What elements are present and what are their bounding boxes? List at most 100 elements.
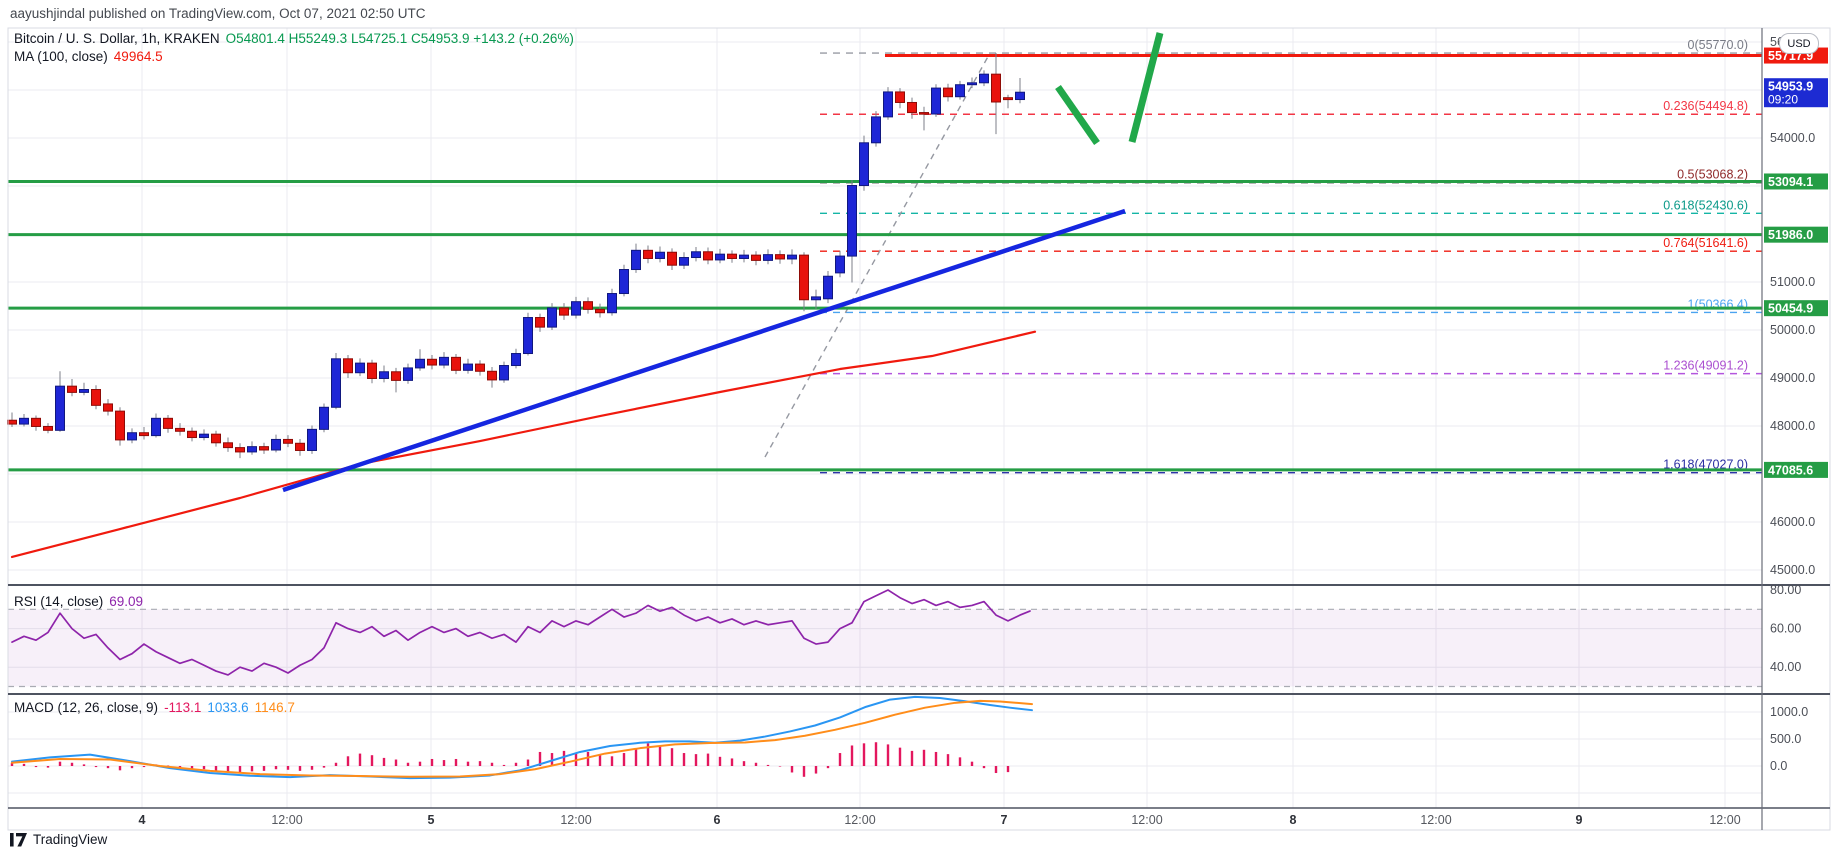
price-axis[interactable]: 56000.054000.051000.050000.049000.048000… (1770, 35, 1815, 773)
svg-text:50454.9: 50454.9 (1768, 302, 1813, 316)
candle-up (859, 142, 869, 187)
macd-signal-value: 1146.7 (254, 700, 295, 715)
candle-down (799, 254, 809, 301)
svg-text:12:00: 12:00 (560, 813, 591, 827)
candle-up (79, 389, 89, 393)
green-arrow-drawings[interactable] (1055, 32, 1164, 145)
macd-line-value: 1033.6 (207, 700, 249, 715)
candle-down (115, 410, 125, 441)
candle-up (439, 356, 449, 366)
candle-up (691, 251, 701, 259)
candle-down (451, 356, 461, 371)
candle-up (499, 365, 509, 381)
candle-up (415, 358, 425, 369)
macd-signal-line (11, 699, 1033, 778)
macd-line (11, 695, 1033, 780)
svg-text:4: 4 (139, 813, 146, 827)
support-lines (8, 179, 1762, 472)
svg-text:12:00: 12:00 (1709, 813, 1740, 827)
candle-down (895, 91, 905, 103)
rsi-legend[interactable]: RSI (14, close) 69.09 (14, 594, 143, 609)
rsi-line (11, 589, 1031, 676)
attribution-text: aayushjindal published on TradingView.co… (10, 6, 426, 21)
candle-down (595, 308, 605, 314)
candle-up (955, 84, 965, 98)
candle-up (331, 358, 341, 408)
macd-legend[interactable]: MACD (12, 26, close, 9) -113.1 1033.6 1146.… (14, 700, 295, 715)
tradingview-footer[interactable]: TradingView (10, 832, 107, 847)
tradingview-logo-text: TradingView (33, 832, 108, 847)
candle-up (871, 116, 881, 144)
candle-down (727, 253, 737, 259)
candle-up (571, 301, 581, 316)
candle-up (979, 73, 989, 84)
svg-text:50000.0: 50000.0 (1770, 323, 1815, 337)
candle-up (319, 406, 329, 430)
candle-down (139, 432, 149, 437)
svg-text:09:20: 09:20 (1768, 93, 1798, 107)
candle-down (223, 442, 233, 449)
svg-text:46000.0: 46000.0 (1770, 515, 1815, 529)
candle-up (655, 251, 665, 259)
candle-up (787, 254, 797, 260)
candle-up (715, 253, 725, 261)
candle-down (175, 427, 185, 432)
candle-down (343, 358, 353, 374)
current-price-label: 54953.909:20 (1764, 78, 1828, 108)
svg-text:12:00: 12:00 (844, 813, 875, 827)
candle-down (583, 301, 593, 310)
svg-text:7: 7 (1001, 813, 1008, 827)
macd-hist-value: -113.1 (164, 700, 202, 715)
candlestick-series (7, 53, 1025, 459)
svg-text:80.00: 80.00 (1770, 583, 1801, 597)
svg-text:1000.0: 1000.0 (1770, 705, 1808, 719)
tradingview-logo-icon (10, 832, 27, 846)
support-price-label: 51986.0 (1764, 226, 1828, 243)
candle-up (883, 91, 893, 118)
svg-text:9: 9 (1576, 813, 1583, 827)
svg-text:45000.0: 45000.0 (1770, 563, 1815, 577)
symbol-legend[interactable]: Bitcoin / U. S. Dollar, 1h, KRAKEN O54801… (14, 31, 574, 46)
candle-up (619, 269, 629, 295)
trendline[interactable] (282, 208, 1126, 493)
grid-lines (8, 28, 1762, 808)
candle-down (235, 447, 245, 453)
candle-down (283, 438, 293, 444)
candle-up (679, 257, 689, 266)
candle-down (427, 358, 437, 366)
candle-down (67, 385, 77, 393)
candle-down (643, 249, 653, 259)
candle-up (19, 417, 29, 425)
svg-text:60.00: 60.00 (1770, 622, 1801, 636)
candle-down (487, 370, 497, 381)
svg-text:40.00: 40.00 (1770, 660, 1801, 674)
candle-down (187, 430, 197, 439)
svg-text:12:00: 12:00 (271, 813, 302, 827)
currency-toggle-button[interactable]: USD (1779, 33, 1819, 54)
candle-down (259, 446, 269, 451)
svg-text:1.236(49091.2): 1.236(49091.2) (1663, 359, 1748, 373)
candle-down (211, 433, 221, 444)
candle-down (367, 362, 377, 379)
candle-down (667, 251, 677, 266)
svg-text:500.0: 500.0 (1770, 732, 1801, 746)
time-axis[interactable]: 4 12:00 5 12:00 6 12:00 7 12:00 8 12:00 9 12:00 (139, 813, 1741, 827)
ma-label: MA (100, close) (14, 49, 108, 64)
ma-legend[interactable]: MA (100, close) 49964.5 (14, 49, 163, 64)
ma100-line (10, 330, 1037, 559)
candle-up (1015, 91, 1025, 101)
candle-down (163, 417, 173, 429)
fib-diagonal-line (764, 52, 991, 458)
svg-text:54000.0: 54000.0 (1770, 131, 1815, 145)
candle-up (967, 82, 977, 86)
candle-down (103, 403, 113, 412)
candle-down (943, 87, 953, 98)
candle-up (631, 249, 641, 271)
candle-down (1003, 97, 1013, 101)
rsi-label: RSI (14, close) (14, 594, 104, 609)
candle-up (355, 362, 365, 374)
svg-text:51986.0: 51986.0 (1768, 228, 1813, 242)
candle-down (535, 317, 545, 328)
svg-text:54953.9: 54953.9 (1768, 80, 1813, 94)
